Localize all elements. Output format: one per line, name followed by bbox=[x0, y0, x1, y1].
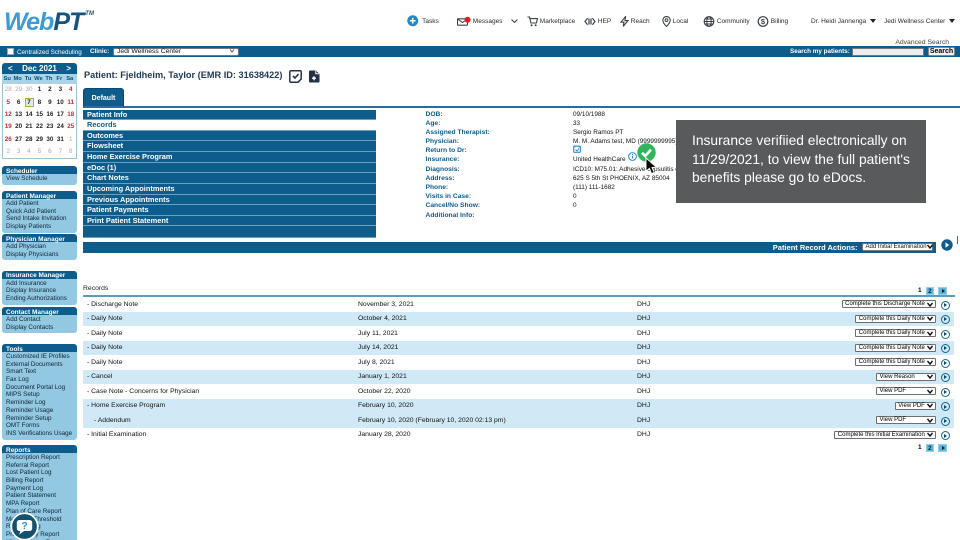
svg-text:?: ? bbox=[21, 520, 27, 532]
svg-text:$: $ bbox=[761, 17, 766, 26]
